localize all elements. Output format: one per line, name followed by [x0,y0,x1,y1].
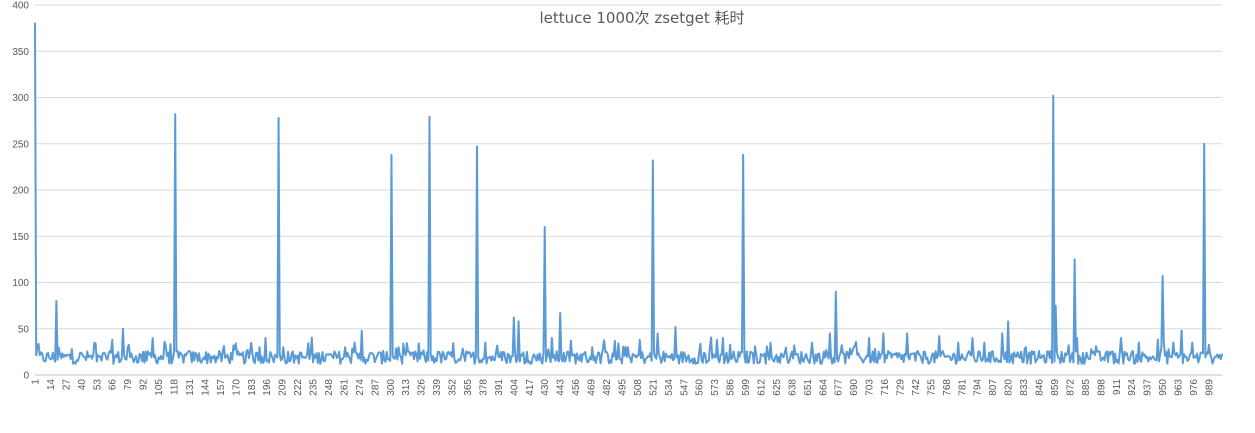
x-tick-label: 547 [679,379,690,396]
chart-title: lettuce 1000次 zsetget 耗时 [539,9,744,27]
x-tick-label: 27 [61,379,72,391]
x-tick-label: 352 [448,379,459,396]
x-tick-label: 40 [77,379,88,391]
x-tick-label: 495 [617,379,628,396]
x-tick-label: 950 [1158,379,1169,396]
x-tick-label: 365 [463,379,474,396]
x-tick-label: 443 [556,379,567,396]
x-tick-label: 105 [154,379,165,396]
x-tick-label: 274 [355,379,366,396]
x-tick-label: 612 [756,379,767,396]
x-tick-label: 456 [571,379,582,396]
x-tick-label: 664 [818,379,829,396]
x-tick-label: 339 [432,379,443,396]
x-tick-label: 820 [1004,379,1015,396]
x-tick-label: 976 [1189,379,1200,396]
x-tick-label: 92 [139,379,150,391]
x-tick-label: 937 [1143,379,1154,396]
x-tick-label: 677 [834,379,845,396]
x-tick-label: 742 [911,379,922,396]
x-tick-label: 235 [309,379,320,396]
x-tick-label: 417 [525,379,536,396]
x-tick-label: 144 [200,379,211,396]
x-tick-label: 287 [370,379,381,396]
x-tick-label: 651 [803,379,814,396]
x-tick-label: 404 [509,379,520,396]
y-tick-label: 100 [12,278,29,289]
x-tick-label: 729 [896,379,907,396]
x-tick-label: 1 [31,379,42,385]
x-tick-label: 118 [170,379,181,395]
y-tick-label: 350 [12,47,29,58]
x-tick-label: 573 [710,379,721,396]
x-tick-label: 560 [695,379,706,396]
y-tick-label: 150 [12,232,29,243]
x-tick-label: 846 [1035,379,1046,396]
x-tick-label: 703 [865,379,876,396]
x-tick-label: 872 [1065,379,1076,396]
x-tick-label: 521 [648,379,659,396]
x-tick-label: 14 [46,379,57,391]
y-tick-label: 300 [12,93,29,104]
x-tick-label: 508 [633,379,644,396]
x-tick-label: 807 [988,379,999,396]
y-tick-label: 200 [12,186,29,197]
x-tick-label: 755 [926,379,937,396]
x-tick-label: 586 [726,379,737,396]
x-tick-label: 261 [339,379,350,396]
x-tick-label: 534 [664,379,675,396]
x-tick-label: 885 [1081,379,1092,396]
x-tick-label: 196 [262,379,273,396]
x-tick-label: 768 [942,379,953,396]
x-tick-label: 157 [216,379,227,396]
x-tick-label: 989 [1204,379,1215,396]
x-tick-label: 378 [478,379,489,396]
x-tick-label: 599 [741,379,752,396]
x-tick-label: 690 [849,379,860,396]
x-tick-label: 300 [386,379,397,396]
x-tick-label: 625 [772,379,783,396]
x-tick-label: 469 [587,379,598,396]
y-tick-label: 50 [18,324,30,335]
series-line [34,22,1223,365]
x-tick-label: 716 [880,379,891,396]
x-tick-label: 326 [417,379,428,396]
x-tick-label: 248 [324,379,335,396]
x-axis-ticks: 1 14 27 40 53 66 79 92 105 118 131 144 157 170 183 196 2… [31,379,1216,396]
gridlines [35,4,1222,330]
x-tick-label: 66 [108,379,119,391]
x-tick-label: 833 [1019,379,1030,396]
x-tick-label: 222 [293,379,304,396]
x-tick-label: 859 [1050,379,1061,396]
x-tick-label: 638 [787,379,798,396]
x-tick-label: 781 [957,379,968,396]
x-tick-label: 79 [123,379,134,391]
y-tick-label: 250 [12,139,29,150]
x-tick-label: 183 [247,379,258,396]
x-tick-label: 131 [185,379,196,396]
x-tick-label: 430 [540,379,551,396]
x-tick-label: 53 [92,379,103,391]
x-tick-label: 209 [278,379,289,396]
y-tick-label: 0 [23,371,29,382]
x-tick-label: 924 [1127,379,1138,396]
y-tick-label: 400 [12,1,29,12]
x-tick-label: 898 [1096,379,1107,396]
y-axis-ticks: 0 50 100 150 200 250 300 350 400 [12,1,29,382]
x-tick-label: 963 [1174,379,1185,396]
x-tick-label: 794 [973,379,984,396]
x-tick-label: 170 [231,379,242,396]
x-tick-label: 911 [1112,379,1123,395]
x-tick-label: 482 [602,379,613,396]
x-tick-label: 391 [494,379,505,396]
x-tick-label: 313 [401,379,412,396]
